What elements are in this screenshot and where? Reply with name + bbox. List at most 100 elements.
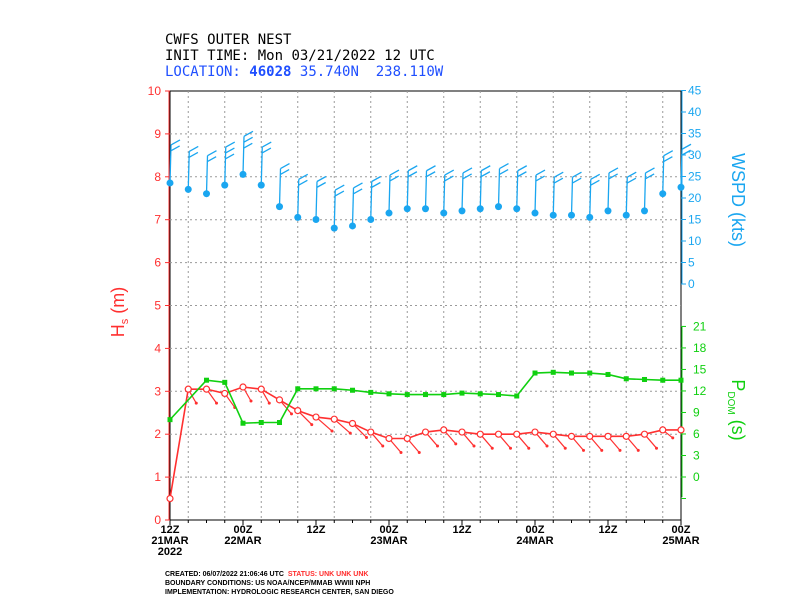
wind-barb-flag bbox=[389, 169, 400, 176]
x-tick-label: 25MAR bbox=[662, 535, 699, 547]
wave-direction-head bbox=[399, 450, 403, 454]
wind-barb-flag bbox=[626, 171, 637, 178]
hs-point bbox=[221, 389, 229, 398]
wind-barb-flag bbox=[517, 165, 528, 172]
wind-barb-staff bbox=[443, 175, 446, 214]
tp-point bbox=[313, 386, 319, 392]
wave-direction-head bbox=[249, 399, 253, 403]
wind-barb-staff bbox=[534, 175, 537, 214]
wspd-axis-tick-label: 10 bbox=[688, 234, 702, 248]
wave-direction-head bbox=[545, 444, 549, 448]
wspd-point bbox=[458, 207, 466, 215]
wspd-point bbox=[476, 205, 484, 213]
wind-barb-staff bbox=[643, 172, 647, 211]
wave-direction-head bbox=[600, 448, 604, 452]
tp-axis-tick-label: 3 bbox=[693, 448, 700, 462]
wind-barb-flag bbox=[571, 177, 582, 184]
x-tick-label: 12Z bbox=[453, 524, 472, 536]
wind-barb-flag bbox=[608, 173, 618, 180]
wind-barb-flag bbox=[572, 171, 582, 178]
wspd-axis-title: WSPD (kts) bbox=[728, 153, 748, 247]
wspd-point bbox=[568, 211, 575, 219]
hs-axis-tick-label: 1 bbox=[154, 470, 161, 484]
wind-barb-staff bbox=[680, 149, 683, 188]
footer-boundary: BOUNDARY CONDITIONS: US NOAA/NCEP/MMAB W… bbox=[165, 580, 371, 587]
tp-point bbox=[441, 392, 447, 398]
tp-point bbox=[167, 417, 173, 423]
wind-barb-flag bbox=[279, 169, 290, 176]
wave-direction-head bbox=[348, 431, 352, 435]
wspd-point bbox=[184, 185, 192, 193]
wspd-axis-tick-label: 20 bbox=[688, 191, 702, 205]
wspd-point bbox=[221, 181, 229, 189]
wind-barb-flag bbox=[261, 147, 272, 154]
wind-barb-flag bbox=[426, 165, 436, 172]
wind-barb-staff bbox=[589, 179, 592, 218]
wind-barb-flag bbox=[407, 165, 418, 172]
wspd-axis-tick-label: 5 bbox=[688, 256, 695, 270]
wind-barb-staff bbox=[278, 168, 282, 207]
wave-direction-head bbox=[365, 435, 368, 439]
created-text: CREATED: 06/07/2022 21:06:46 UTC bbox=[165, 571, 284, 578]
tp-point bbox=[678, 377, 684, 383]
hs-point bbox=[385, 434, 393, 443]
hs-axis-tick-label: 6 bbox=[154, 256, 161, 270]
wspd-point bbox=[495, 203, 502, 211]
wspd-point bbox=[166, 179, 174, 187]
hs-point bbox=[440, 426, 448, 434]
wspd-point bbox=[659, 190, 667, 198]
wspd-point bbox=[586, 213, 594, 221]
hs-point bbox=[586, 432, 594, 440]
wind-barb-flag bbox=[462, 167, 473, 174]
wave-direction-head bbox=[290, 412, 293, 416]
hs-point bbox=[239, 383, 247, 391]
wspd-point bbox=[622, 211, 630, 219]
wave-direction-head bbox=[215, 401, 218, 405]
x-tick-label: 24MAR bbox=[516, 535, 553, 547]
wind-barb-staff bbox=[388, 175, 391, 214]
wspd-point bbox=[549, 211, 557, 219]
wind-barb-staff bbox=[205, 155, 209, 194]
wind-barb-flag bbox=[352, 188, 363, 195]
wind-barb-flag bbox=[553, 171, 564, 178]
tp-axis-tick-label: 18 bbox=[693, 341, 707, 355]
chart-title: CWFS OUTER NEST bbox=[165, 32, 292, 48]
wind-barb-flag bbox=[590, 179, 600, 186]
hs-point bbox=[312, 413, 320, 421]
x-tick-label: 00Z bbox=[234, 524, 253, 536]
wind-barb-flag bbox=[444, 169, 455, 176]
wind-barb-flag bbox=[334, 190, 345, 197]
tp-point bbox=[404, 392, 410, 398]
wind-barb-flag bbox=[681, 149, 691, 156]
wspd-axis-tick-label: 45 bbox=[688, 84, 702, 98]
wind-barb-flag bbox=[608, 167, 619, 174]
wave-direction-head bbox=[671, 436, 675, 440]
wind-barb-flag bbox=[353, 182, 363, 189]
tp-point bbox=[514, 393, 520, 399]
wave-direction-head bbox=[582, 448, 585, 452]
tp-axis-tick-label: 0 bbox=[693, 470, 700, 484]
wave-direction-head bbox=[472, 444, 476, 448]
wind-barb-flag bbox=[480, 165, 491, 172]
wind-barb-flag bbox=[225, 147, 235, 154]
wspd-point bbox=[239, 170, 247, 178]
wind-barb-staff bbox=[260, 147, 263, 186]
wave-direction-head bbox=[618, 448, 622, 452]
tp-point bbox=[477, 391, 483, 397]
wspd-point bbox=[440, 209, 448, 217]
wind-barb-flag bbox=[681, 143, 692, 150]
wave-direction-head bbox=[267, 401, 271, 405]
station-id: 46028 bbox=[249, 64, 292, 80]
tp-point bbox=[277, 420, 282, 426]
wind-barb-flag bbox=[517, 171, 527, 178]
wspd-axis-tick-label: 0 bbox=[688, 277, 695, 291]
wind-barb-staff bbox=[351, 187, 355, 226]
wave-direction-head bbox=[563, 446, 567, 450]
tp-point bbox=[660, 377, 666, 383]
wspd-point bbox=[531, 209, 539, 217]
wind-barb-flag bbox=[590, 173, 601, 180]
tp-point bbox=[532, 370, 538, 376]
wspd-point bbox=[422, 205, 429, 213]
init-value: Mon 03/21/2022 12 UTC bbox=[257, 48, 435, 64]
